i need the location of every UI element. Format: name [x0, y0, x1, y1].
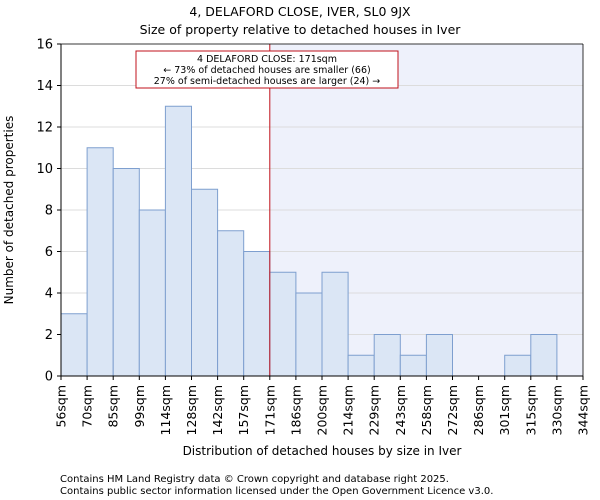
bar	[191, 188, 219, 377]
x-tick-label: 315sqm	[523, 385, 538, 435]
x-tick-label: 70sqm	[80, 385, 95, 428]
x-tick-label: 214sqm	[341, 385, 356, 435]
y-tick-label: 2	[45, 328, 53, 343]
bar	[60, 313, 88, 377]
y-tick-label: 14	[36, 79, 53, 94]
x-tick-label: 114sqm	[158, 385, 173, 435]
bar	[399, 354, 427, 377]
x-tick-label: 85sqm	[106, 385, 121, 428]
chart-subtitle: Size of property relative to detached ho…	[140, 22, 462, 37]
x-tick-label: 99sqm	[132, 385, 147, 428]
bar	[321, 271, 349, 377]
bar	[217, 230, 245, 377]
x-tick-label: 186sqm	[288, 385, 303, 435]
x-axis-label: Distribution of detached houses by size …	[183, 444, 462, 458]
y-tick-label: 12	[36, 121, 53, 136]
footer-line-2: Contains public sector information licen…	[60, 486, 493, 497]
bar	[138, 209, 166, 377]
x-tick-label: 258sqm	[419, 385, 434, 435]
annotation-box	[135, 50, 399, 89]
bar	[425, 334, 453, 377]
footer-line-1: Contains HM Land Registry data © Crown c…	[60, 474, 449, 485]
bar	[504, 354, 532, 377]
x-tick-label: 200sqm	[315, 385, 330, 435]
annotation-line: 27% of semi-detached houses are larger (…	[154, 76, 381, 87]
bar	[269, 271, 297, 377]
x-tick-label: 330sqm	[549, 385, 564, 435]
y-tick-label: 6	[45, 245, 53, 260]
y-tick-label: 0	[45, 370, 53, 385]
bar	[112, 168, 140, 377]
x-tick-label: 171sqm	[262, 385, 277, 435]
y-tick-label: 10	[36, 162, 53, 177]
x-tick-label: 128sqm	[184, 385, 199, 435]
x-tick-label: 243sqm	[393, 385, 408, 435]
x-tick-label: 344sqm	[576, 385, 591, 435]
y-axis-label: Number of detached properties	[2, 116, 16, 305]
x-tick-label: 142sqm	[210, 385, 225, 435]
bar	[164, 105, 192, 377]
x-tick-label: 56sqm	[54, 385, 69, 428]
bar	[243, 251, 271, 377]
x-tick-label: 272sqm	[445, 385, 460, 435]
bar	[86, 147, 114, 377]
x-tick-label: 301sqm	[497, 385, 512, 435]
x-tick-label: 157sqm	[236, 385, 251, 435]
x-tick-label: 286sqm	[471, 385, 486, 435]
bar	[295, 292, 323, 377]
y-tick-label: 4	[45, 287, 53, 302]
plot-area: 0 2 4 6 8 10 12 14 16 56sqm 70sqm 85sqm 99sqm 114sqm 1…	[36, 38, 590, 436]
annotation-line: ← 73% of detached houses are smaller (66…	[163, 65, 370, 76]
y-tick-label: 8	[45, 204, 53, 219]
chart-title: 4, DELAFORD CLOSE, IVER, SL0 9JX	[189, 4, 411, 19]
y-tick-label: 16	[36, 38, 53, 53]
bar	[373, 334, 401, 377]
annotation-line: 4 DELAFORD CLOSE: 171sqm	[197, 54, 337, 65]
bar	[530, 334, 558, 377]
bar	[347, 354, 375, 377]
x-tick-label: 229sqm	[367, 385, 382, 435]
